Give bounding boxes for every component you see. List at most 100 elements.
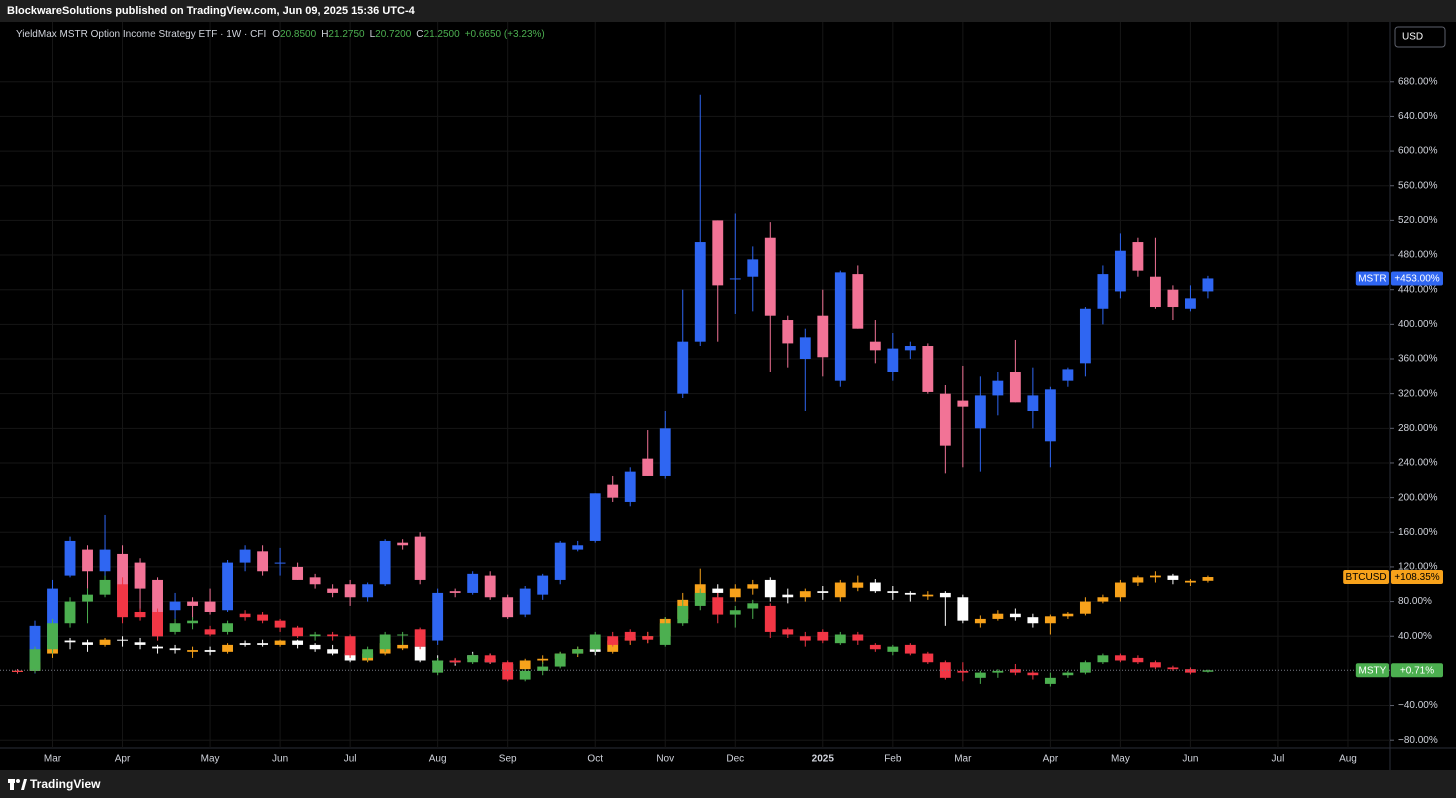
candle-body [222, 562, 234, 611]
candle-body [834, 634, 846, 644]
y-tick-label: −80.00% [1398, 735, 1438, 746]
candle-body [187, 620, 198, 624]
candle-body [467, 573, 479, 593]
candle-body [869, 644, 881, 650]
x-tick-label: Aug [429, 754, 447, 765]
price-tag [1391, 663, 1443, 678]
candle-body [1114, 250, 1126, 292]
y-tick-label: −40.00% [1398, 700, 1438, 711]
candle-body [64, 640, 76, 643]
candle-body [274, 640, 286, 645]
candle-body [1062, 613, 1074, 617]
candle-body [694, 242, 706, 342]
legend-title: YieldMax MSTR Option Income Strategy ETF… [16, 29, 266, 40]
candle-body [572, 649, 584, 654]
y-tick-label: 560.00% [1398, 180, 1438, 191]
x-tick-label: Mar [44, 754, 62, 765]
candle-body [974, 672, 986, 678]
candle-body [222, 623, 234, 632]
candle-body [1167, 289, 1179, 308]
legend-key: O [272, 29, 280, 40]
candle-body [1027, 617, 1039, 624]
y-tick-label: 160.00% [1398, 527, 1438, 538]
candle-body [1044, 389, 1056, 442]
candle-body [152, 646, 163, 649]
logo-shape [16, 779, 20, 783]
candle-body [729, 588, 741, 598]
candle-body [817, 315, 829, 358]
candle-body [974, 618, 986, 624]
candle-body [82, 549, 93, 572]
candle-body [169, 623, 181, 632]
x-tick-label: 2025 [812, 754, 835, 765]
candle-body [344, 584, 356, 598]
candle-body [764, 579, 776, 598]
candle-body [957, 597, 969, 621]
top-bar [0, 0, 1456, 22]
candle-body [1079, 308, 1091, 364]
candle-body [904, 592, 916, 595]
currency-button[interactable] [1394, 26, 1446, 48]
candle-body [712, 220, 724, 286]
y-tick-label: 400.00% [1398, 319, 1438, 330]
x-tick-label: Feb [884, 754, 902, 765]
candle-body [904, 346, 916, 351]
price-tag [1391, 271, 1443, 286]
y-tick-label: 80.00% [1398, 596, 1432, 607]
x-tick-label: Apr [115, 754, 131, 765]
candle-body [187, 601, 198, 606]
candle-body [82, 594, 93, 602]
candle-body [852, 274, 864, 329]
legend-key: C [416, 29, 423, 40]
series-tag-name: MSTY [1359, 665, 1387, 676]
candle-body [169, 601, 181, 611]
candle-body [887, 348, 899, 373]
candle-body [922, 346, 934, 392]
candle-body [554, 653, 566, 667]
candle-body [1079, 662, 1091, 673]
candle-body [239, 549, 251, 563]
y-tick-label: 360.00% [1398, 354, 1438, 365]
candle-body [1202, 577, 1214, 581]
candle-body [799, 337, 811, 360]
candle-body [1079, 601, 1091, 614]
candle-body [1185, 298, 1196, 309]
candle-body [782, 594, 794, 598]
legend-key: L [370, 29, 376, 40]
candle-body [309, 644, 321, 650]
candle-body [1167, 575, 1179, 580]
candle-body [537, 666, 549, 671]
candle-body [152, 611, 163, 637]
candle-body [782, 320, 794, 344]
candle-body [484, 575, 496, 598]
candle-body [589, 493, 601, 541]
candle-body [274, 562, 286, 564]
candle-body [449, 660, 461, 663]
candle-body [257, 614, 269, 621]
candle-body [572, 545, 584, 550]
candle-body [1185, 669, 1196, 673]
candle-body [992, 380, 1004, 396]
candle-body [327, 649, 339, 654]
candle-body [379, 540, 391, 585]
price-tag [1391, 570, 1443, 585]
candle-body [817, 591, 829, 593]
legend-value: 20.8500 [280, 29, 317, 40]
candle-body [922, 594, 934, 597]
x-tick-label: Apr [1043, 754, 1059, 765]
candle-body [1114, 582, 1126, 598]
y-tick-label: 40.00% [1398, 631, 1432, 642]
logo-shape [10, 783, 14, 790]
candle-body [694, 592, 706, 606]
footer-bar [0, 770, 1456, 798]
candle-body [1062, 672, 1074, 676]
series-tag-name: BTCUSD [1346, 572, 1387, 583]
candle-body [624, 471, 636, 502]
x-tick-label: Jul [344, 754, 357, 765]
candle-body [169, 648, 181, 651]
candle-body [362, 584, 374, 598]
series-tag [1343, 570, 1389, 585]
brand-logo [8, 779, 27, 790]
candle-body [799, 591, 811, 598]
